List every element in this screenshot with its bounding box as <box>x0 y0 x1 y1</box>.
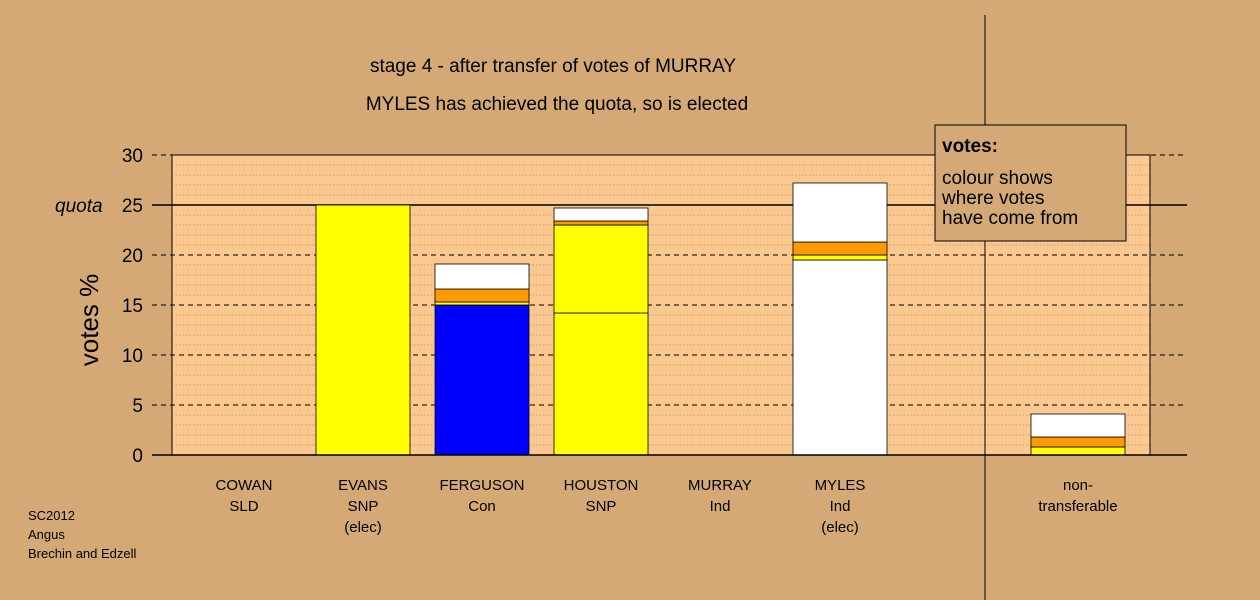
bars <box>315 182 1126 456</box>
x-category-label: COWAN <box>216 477 273 494</box>
x-category-label: Con <box>468 498 496 515</box>
bar-segment <box>434 263 530 290</box>
bar-segment <box>792 259 888 456</box>
bar-segment <box>1030 446 1126 456</box>
chart-subtitle: MYLES has achieved the quota, so is elec… <box>366 94 748 115</box>
x-category-label: (elec) <box>821 519 859 536</box>
bar-segment <box>792 182 888 243</box>
bar-segment <box>434 288 530 303</box>
y-tick-label: 10 <box>122 346 143 367</box>
bar-segment <box>792 254 888 261</box>
legend-line-2: where votes <box>941 188 1044 209</box>
y-tick-label: 5 <box>132 396 143 417</box>
bar-segment <box>553 220 649 226</box>
bar-segment <box>553 312 649 456</box>
x-category-label: FERGUSON <box>439 477 524 494</box>
bar-segment <box>553 224 649 314</box>
x-labels: COWAN SLD EVANS SNP (elec) FERGUSON Con HOUSTON… <box>216 477 1118 536</box>
y-axis-label: votes % <box>74 274 104 367</box>
footer-line-2: Angus <box>28 527 65 542</box>
bar-segment <box>792 241 888 256</box>
bar-segment <box>1030 436 1126 448</box>
x-category-label: Ind <box>830 498 851 515</box>
quota-label: quota <box>55 196 103 217</box>
footer-line-3: Brechin and Edzell <box>28 546 137 561</box>
legend-rect <box>934 124 1127 242</box>
bar-segment <box>434 301 530 306</box>
x-category-label: EVANS <box>338 477 388 494</box>
x-category-label: MURRAY <box>688 477 752 494</box>
x-category-label: (elec) <box>344 519 382 536</box>
x-category-label: MYLES <box>815 477 866 494</box>
x-category-label: transferable <box>1038 498 1117 515</box>
x-category-label: SNP <box>348 498 379 515</box>
y-tick-label: 25 <box>122 196 143 217</box>
legend-line-1: colour shows <box>942 168 1053 189</box>
y-tick-label: 20 <box>122 246 143 267</box>
legend-line-3: have come from <box>942 208 1078 229</box>
legend-box: votes: colour shows where votes have com… <box>934 124 1127 242</box>
x-category-label: non- <box>1063 477 1093 494</box>
y-tick-label: 30 <box>122 146 143 167</box>
x-category-label: HOUSTON <box>564 477 639 494</box>
y-tick-label: 15 <box>122 296 143 317</box>
x-category-label: SNP <box>586 498 617 515</box>
chart-title: stage 4 - after transfer of votes of MUR… <box>370 56 736 77</box>
bar-segment <box>434 304 530 456</box>
x-category-label: SLD <box>229 498 258 515</box>
footer-line-1: SC2012 <box>28 508 75 523</box>
bar-segment <box>1030 413 1126 438</box>
bar-segment <box>553 207 649 222</box>
y-tick-label: 0 <box>132 446 143 467</box>
bar-segment <box>315 204 411 456</box>
y-ticks: 0 5 10 15 20 25 30 <box>122 146 143 467</box>
legend-heading: votes: <box>942 136 998 157</box>
x-category-label: Ind <box>710 498 731 515</box>
